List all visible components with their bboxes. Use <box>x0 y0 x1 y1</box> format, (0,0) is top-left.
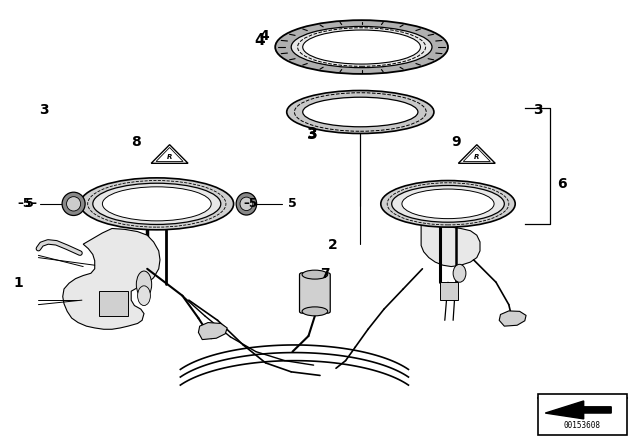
Polygon shape <box>198 323 227 340</box>
Text: 5: 5 <box>24 197 33 211</box>
Text: R: R <box>474 154 479 160</box>
Text: 3: 3 <box>38 103 49 117</box>
Ellipse shape <box>93 183 221 224</box>
Ellipse shape <box>236 193 257 215</box>
Text: 9: 9 <box>451 135 461 150</box>
Text: 3: 3 <box>532 103 543 117</box>
FancyBboxPatch shape <box>538 394 627 435</box>
Ellipse shape <box>102 187 211 221</box>
Ellipse shape <box>392 185 504 222</box>
Ellipse shape <box>291 26 432 68</box>
Text: 4: 4 <box>259 29 269 43</box>
Text: 6: 6 <box>557 177 567 191</box>
Text: 8: 8 <box>131 135 141 150</box>
Ellipse shape <box>303 97 418 127</box>
Text: 00153608: 00153608 <box>564 421 601 430</box>
Text: –5: –5 <box>243 197 257 211</box>
Text: 1: 1 <box>13 276 23 290</box>
Ellipse shape <box>275 20 448 74</box>
Ellipse shape <box>138 286 150 306</box>
Polygon shape <box>458 145 495 164</box>
Ellipse shape <box>287 90 434 134</box>
Text: R: R <box>167 154 172 160</box>
Ellipse shape <box>62 192 85 215</box>
FancyBboxPatch shape <box>300 273 330 313</box>
Ellipse shape <box>303 30 420 64</box>
Ellipse shape <box>381 181 515 227</box>
Ellipse shape <box>302 307 328 316</box>
Text: 2: 2 <box>328 238 338 252</box>
FancyBboxPatch shape <box>440 282 458 300</box>
Ellipse shape <box>67 197 81 211</box>
FancyBboxPatch shape <box>99 291 128 316</box>
Text: 4: 4 <box>254 33 264 48</box>
Polygon shape <box>151 145 188 164</box>
Polygon shape <box>545 401 611 419</box>
Ellipse shape <box>240 197 253 211</box>
Text: 3: 3 <box>307 127 317 142</box>
Text: 3: 3 <box>307 127 317 142</box>
Polygon shape <box>63 228 160 329</box>
Polygon shape <box>421 224 480 267</box>
Ellipse shape <box>453 264 466 282</box>
Ellipse shape <box>136 271 152 298</box>
Ellipse shape <box>80 178 234 230</box>
Polygon shape <box>499 311 526 326</box>
Ellipse shape <box>302 270 328 279</box>
Ellipse shape <box>402 189 494 219</box>
Text: 5: 5 <box>288 197 297 211</box>
Text: 7: 7 <box>320 267 330 281</box>
Text: –5–: –5– <box>17 197 37 211</box>
